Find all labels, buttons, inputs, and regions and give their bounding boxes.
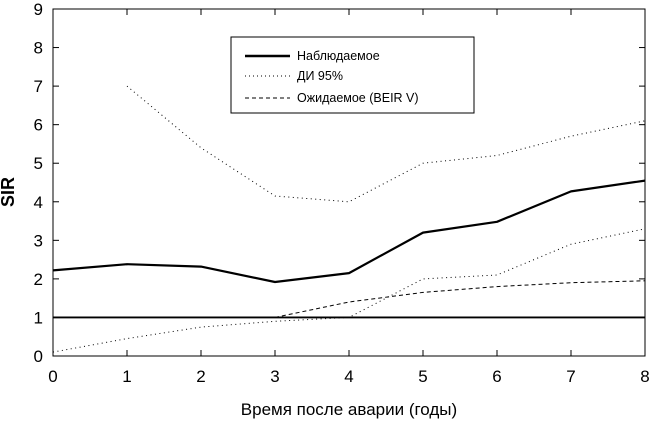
x-tick-label: 2 xyxy=(196,367,205,386)
y-tick-label: 5 xyxy=(34,154,43,173)
y-tick-label: 2 xyxy=(34,270,43,289)
y-tick-label: 6 xyxy=(34,116,43,135)
y-tick-label: 7 xyxy=(34,77,43,96)
legend-label-observed: Наблюдаемое xyxy=(297,49,380,63)
plot-area xyxy=(52,85,646,353)
x-tick-label: 1 xyxy=(122,367,131,386)
y-tick-label: 9 xyxy=(34,0,43,19)
x-tick-label: 7 xyxy=(566,367,575,386)
legend-box xyxy=(230,36,475,114)
y-tick-label: 3 xyxy=(34,231,43,250)
y-tick-label: 0 xyxy=(34,347,43,366)
x-tick-label: 5 xyxy=(418,367,427,386)
y-tick-label: 4 xyxy=(34,193,43,212)
y-tick-label: 8 xyxy=(34,39,43,58)
y-axis-label: SIR xyxy=(0,177,18,207)
series-line-2 xyxy=(52,228,646,353)
legend-label-expected: Ожидаемое (BEIR V) xyxy=(297,91,419,105)
x-tick-label: 8 xyxy=(640,367,649,386)
series-line-3 xyxy=(274,280,646,318)
y-tick-label: 1 xyxy=(34,308,43,327)
x-tick-label: 4 xyxy=(344,367,353,386)
x-tick-label: 0 xyxy=(48,367,57,386)
series-line-0 xyxy=(52,179,646,284)
axis-ticks: 0 1 2 3 4 5 6 7 8 0 1 2 3 4 5 6 7 8 9 xyxy=(34,0,650,386)
legend: Наблюдаемое ДИ 95% Ожидаемое (BEIR V) xyxy=(230,36,475,114)
x-tick-label: 6 xyxy=(492,367,501,386)
x-axis-label: Время после аварии (годы) xyxy=(241,400,457,419)
legend-label-ci: ДИ 95% xyxy=(297,69,343,83)
x-tick-label: 3 xyxy=(270,367,279,386)
